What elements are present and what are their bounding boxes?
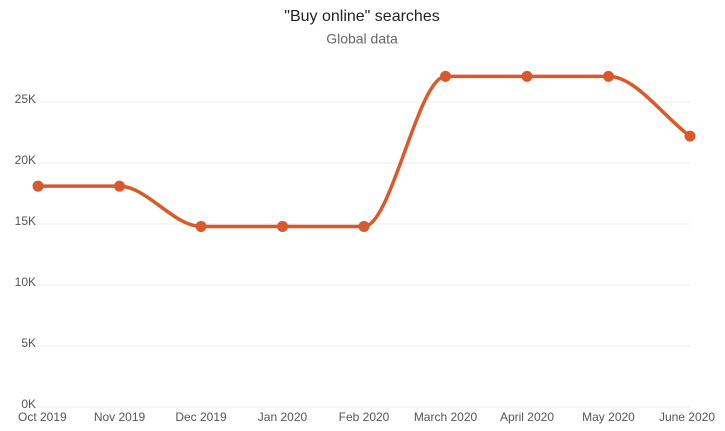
line	[37, 74, 692, 229]
point	[358, 220, 370, 232]
x-tick-label: Feb 2020	[339, 410, 390, 424]
point	[114, 180, 125, 192]
y-tick-label: 10K	[15, 275, 36, 289]
y-tick-label: 15K	[15, 214, 36, 228]
x-tick-label: June 2020	[659, 410, 715, 424]
y-tick-label: 25K	[15, 92, 36, 106]
y-tick-label: 20K	[15, 153, 36, 167]
point	[603, 70, 614, 82]
x-tick-label: Dec 2019	[175, 410, 227, 424]
x-tick-label: May 2020	[582, 410, 635, 424]
point	[195, 220, 207, 232]
point	[32, 180, 44, 192]
y-tick-label: 0K	[21, 397, 36, 411]
point	[684, 130, 696, 142]
x-tick-label: Oct 2019	[18, 410, 67, 424]
point	[277, 220, 288, 232]
point	[440, 70, 451, 82]
chart-title: "Buy online" searches	[284, 8, 439, 25]
x-tick-label: March 2020	[414, 410, 478, 424]
x-tick-label: Nov 2019	[94, 410, 146, 424]
chart-subtitle: Global data	[326, 31, 398, 47]
x-tick-label: Jan 2020	[258, 410, 308, 424]
y-tick-label: 5K	[21, 336, 36, 350]
point	[521, 70, 533, 82]
x-tick-label: April 2020	[500, 410, 554, 424]
